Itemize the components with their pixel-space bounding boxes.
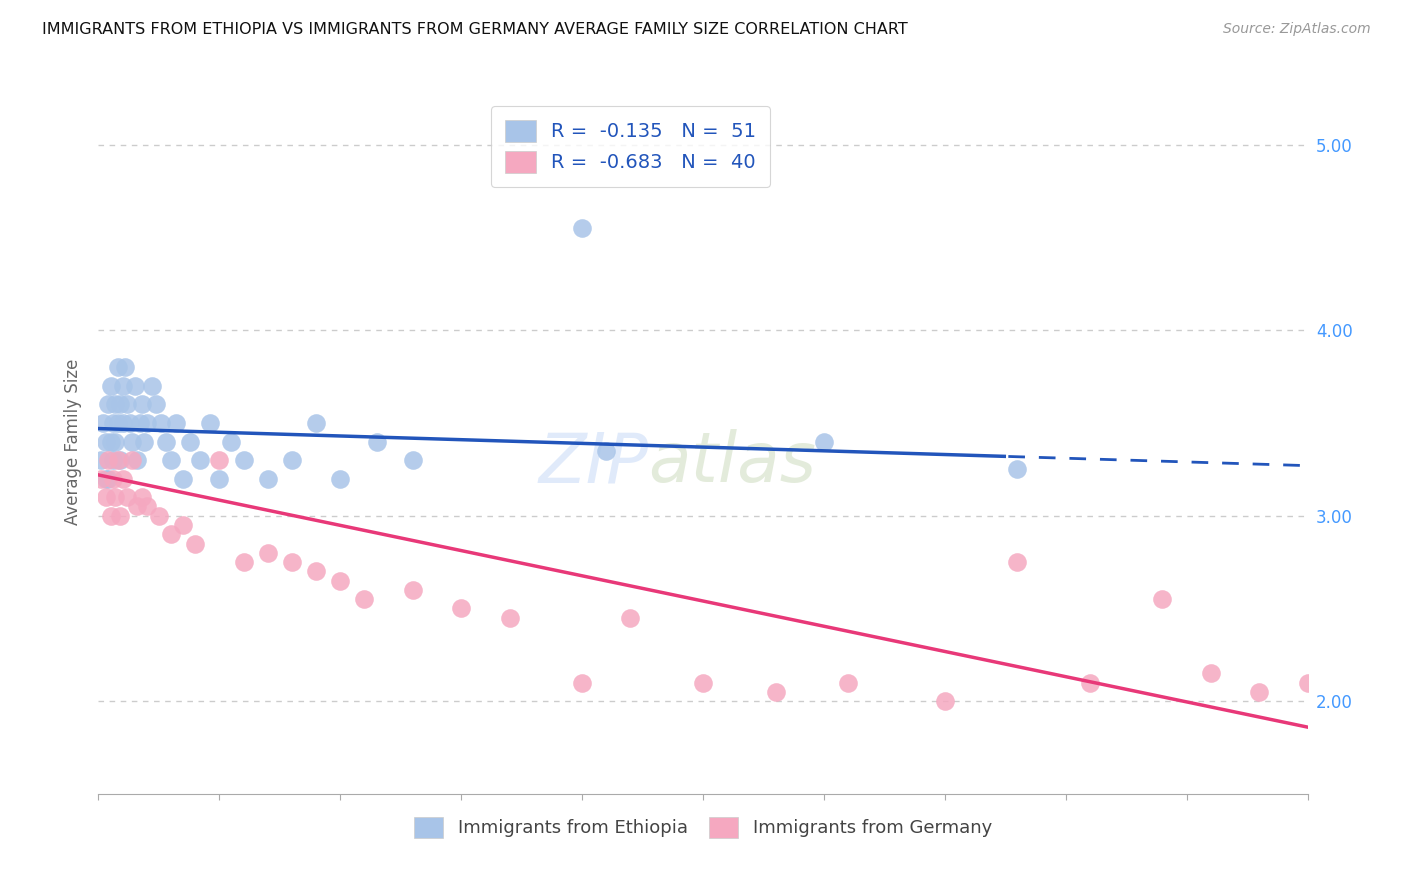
Point: [104, 434, 127, 449]
Text: Source: ZipAtlas.com: Source: ZipAtlas.com: [1223, 22, 1371, 37]
Point: [111, 472, 134, 486]
Point: [111, 379, 134, 393]
Point: [221, 434, 243, 449]
Point: [208, 472, 231, 486]
Point: [97, 453, 120, 467]
Point: [94, 472, 117, 486]
Point: [281, 453, 304, 467]
Point: [329, 574, 352, 588]
Point: [141, 379, 163, 393]
Point: [121, 434, 143, 449]
Point: [131, 490, 153, 504]
Point: [595, 443, 617, 458]
Point: [104, 490, 127, 504]
Point: [101, 416, 124, 430]
Point: [91, 416, 114, 430]
Point: [934, 694, 956, 708]
Point: [172, 518, 194, 533]
Point: [117, 490, 139, 504]
Point: [104, 397, 127, 411]
Point: [101, 472, 124, 486]
Point: [111, 416, 134, 430]
Point: [184, 536, 207, 550]
Point: [100, 508, 122, 523]
Point: [97, 472, 120, 486]
Point: [172, 472, 194, 486]
Point: [127, 500, 149, 514]
Point: [94, 490, 117, 504]
Point: [118, 416, 141, 430]
Point: [571, 675, 593, 690]
Point: [90, 472, 112, 486]
Point: [107, 453, 129, 467]
Point: [619, 610, 641, 624]
Point: [692, 675, 714, 690]
Point: [498, 610, 520, 624]
Point: [366, 434, 388, 449]
Point: [114, 360, 136, 375]
Text: ZIP: ZIP: [538, 429, 648, 496]
Point: [117, 397, 139, 411]
Point: [135, 500, 157, 514]
Point: [107, 360, 129, 375]
Point: [1296, 675, 1319, 690]
Point: [155, 434, 177, 449]
Point: [165, 416, 187, 430]
Point: [188, 453, 211, 467]
Point: [353, 592, 375, 607]
Point: [1078, 675, 1101, 690]
Point: [837, 675, 859, 690]
Text: IMMIGRANTS FROM ETHIOPIA VS IMMIGRANTS FROM GERMANY AVERAGE FAMILY SIZE CORRELAT: IMMIGRANTS FROM ETHIOPIA VS IMMIGRANTS F…: [42, 22, 908, 37]
Point: [1199, 666, 1222, 681]
Y-axis label: Average Family Size: Average Family Size: [63, 359, 82, 524]
Point: [145, 397, 167, 411]
Point: [281, 555, 304, 569]
Point: [100, 379, 122, 393]
Point: [160, 453, 183, 467]
Point: [571, 221, 593, 235]
Point: [232, 453, 254, 467]
Point: [813, 434, 835, 449]
Point: [1152, 592, 1174, 607]
Point: [90, 453, 112, 467]
Point: [1007, 555, 1029, 569]
Point: [329, 472, 352, 486]
Point: [100, 434, 122, 449]
Point: [107, 416, 129, 430]
Point: [160, 527, 183, 541]
Point: [765, 685, 787, 699]
Point: [150, 416, 173, 430]
Point: [134, 434, 156, 449]
Point: [108, 397, 131, 411]
Point: [305, 416, 328, 430]
Point: [208, 453, 231, 467]
Text: atlas: atlas: [648, 429, 817, 496]
Point: [1249, 685, 1271, 699]
Point: [179, 434, 201, 449]
Point: [127, 453, 149, 467]
Point: [108, 453, 131, 467]
Point: [256, 472, 278, 486]
Point: [148, 508, 170, 523]
Point: [450, 601, 472, 615]
Point: [402, 582, 425, 597]
Point: [94, 434, 117, 449]
Point: [121, 453, 143, 467]
Legend: Immigrants from Ethiopia, Immigrants from Germany: Immigrants from Ethiopia, Immigrants fro…: [406, 809, 1000, 845]
Point: [124, 379, 146, 393]
Point: [256, 546, 278, 560]
Point: [305, 565, 328, 579]
Point: [101, 453, 124, 467]
Point: [128, 416, 150, 430]
Point: [402, 453, 425, 467]
Point: [131, 397, 153, 411]
Point: [1007, 462, 1029, 476]
Point: [135, 416, 157, 430]
Point: [232, 555, 254, 569]
Point: [108, 508, 131, 523]
Point: [198, 416, 221, 430]
Point: [97, 397, 120, 411]
